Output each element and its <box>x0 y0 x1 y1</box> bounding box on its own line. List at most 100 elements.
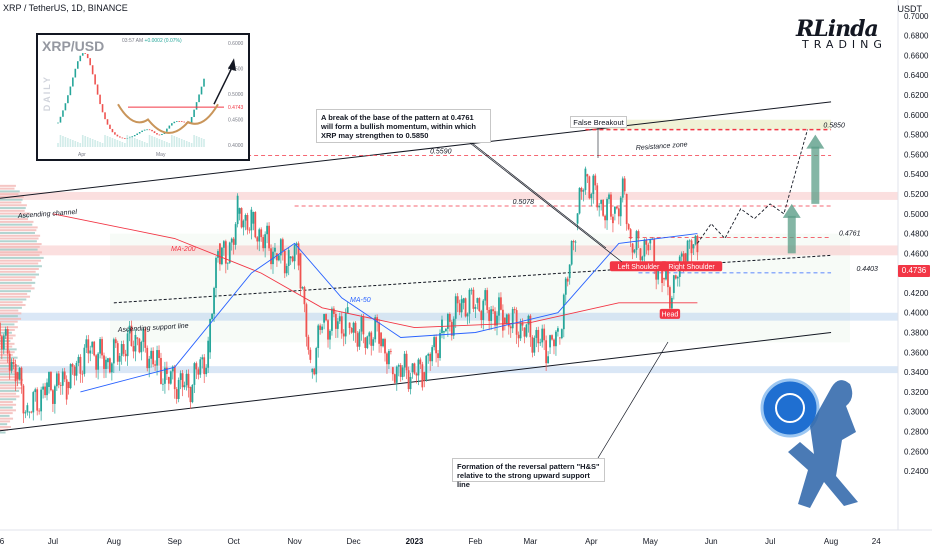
candle-body <box>230 238 233 243</box>
inset-chart: XRP/USD 03:57 AM +0.0002 (0.07%) DAILY 0… <box>36 33 250 161</box>
price-zone <box>0 245 898 256</box>
candle-body <box>386 353 388 365</box>
inset-candle <box>180 121 183 122</box>
candle-body <box>48 371 50 387</box>
volume-profile-bar <box>0 237 39 240</box>
volume-profile-bar <box>0 345 13 348</box>
candle-body <box>360 317 363 332</box>
candle-body <box>389 351 392 352</box>
volume-profile-bar <box>0 409 16 412</box>
candle-body <box>674 275 677 279</box>
candle-body <box>344 313 347 337</box>
candle-body <box>445 328 447 332</box>
candle-body <box>686 240 689 265</box>
inset-candle <box>178 121 181 122</box>
candle-body <box>374 317 377 340</box>
candle-body <box>97 353 100 370</box>
candle-body <box>427 353 430 356</box>
candle-body <box>588 176 591 199</box>
volume-profile-bar <box>0 298 27 301</box>
candle-body <box>637 231 640 239</box>
candle-body <box>95 355 98 370</box>
inset-candle <box>91 65 94 75</box>
volume-profile-bar <box>0 431 6 434</box>
inset-candle <box>79 55 82 62</box>
candle-body <box>690 240 693 254</box>
inset-volume-bar <box>84 136 87 147</box>
candle-body <box>334 313 337 329</box>
candle-body <box>592 175 595 195</box>
candle-body <box>472 289 475 309</box>
candle-body <box>0 336 3 350</box>
candle-body <box>401 367 404 377</box>
candle-body <box>307 336 310 350</box>
candle-body <box>81 373 84 375</box>
candle-body <box>411 363 414 373</box>
candle-body <box>615 206 618 209</box>
volume-profile-bar <box>0 207 26 210</box>
candle-body <box>696 235 699 253</box>
candle-body <box>492 309 494 312</box>
candle-body <box>50 371 52 391</box>
candle-body <box>203 357 206 375</box>
trendline <box>0 332 832 432</box>
candle-body <box>547 356 549 364</box>
candle-body <box>122 344 125 354</box>
inset-candle <box>104 112 106 120</box>
candle-body <box>661 266 663 284</box>
price-tick-label: 0.2800 <box>904 428 929 437</box>
candle-body <box>219 243 221 265</box>
candle-body <box>36 389 39 411</box>
volume-profile-bar <box>0 428 9 431</box>
inset-candle <box>171 123 173 126</box>
candle-body <box>124 353 127 357</box>
callout-line <box>597 341 669 459</box>
time-tick-label: 24 <box>872 537 881 546</box>
candle-body <box>480 311 483 321</box>
inset-candle <box>72 77 74 87</box>
inset-volume-bar <box>126 135 129 147</box>
candle-body <box>268 225 270 249</box>
inset-volume-bar <box>188 142 190 147</box>
inset-candle <box>106 119 109 125</box>
candle-body <box>395 366 398 383</box>
inset-hs-curve <box>117 103 219 134</box>
note-hs-annotation: Formation of the reversal pattern "H&S" … <box>452 458 605 489</box>
candle-body <box>419 359 422 365</box>
candle-body <box>327 320 329 340</box>
volume-profile-bar <box>0 223 33 226</box>
inset-candle <box>138 132 141 134</box>
candle-body <box>289 256 292 259</box>
inset-candle <box>96 84 99 95</box>
volume-profile-bar <box>0 417 14 420</box>
candle-body <box>222 241 225 248</box>
candle-body <box>557 328 559 332</box>
price-zone <box>0 366 898 374</box>
candle-body <box>639 248 642 261</box>
pattern-label: Left Shoulder <box>618 264 660 271</box>
candle-body <box>378 322 381 344</box>
candle-body <box>494 311 496 326</box>
candle-body <box>55 373 58 387</box>
candle-body <box>513 309 516 311</box>
price-tick-label: 0.6600 <box>904 51 929 60</box>
inset-volume-bar <box>185 141 188 147</box>
inset-volume-bar <box>168 143 171 147</box>
volume-profile-bar <box>0 256 44 259</box>
candle-body <box>543 328 546 341</box>
candle-body <box>621 178 624 198</box>
candle-body <box>169 371 172 384</box>
candle-body <box>617 208 620 217</box>
candle-body <box>57 373 60 385</box>
candle-body <box>653 238 656 267</box>
candle-body <box>146 347 149 369</box>
volume-profile-bar <box>0 403 17 406</box>
volume-profile-bar <box>0 414 10 417</box>
inset-candle <box>158 134 161 136</box>
candle-body <box>564 278 567 295</box>
candle-body <box>285 265 288 274</box>
candle-body <box>10 361 13 371</box>
inset-candle <box>64 103 67 111</box>
level-label: 0.4403 <box>856 266 878 273</box>
